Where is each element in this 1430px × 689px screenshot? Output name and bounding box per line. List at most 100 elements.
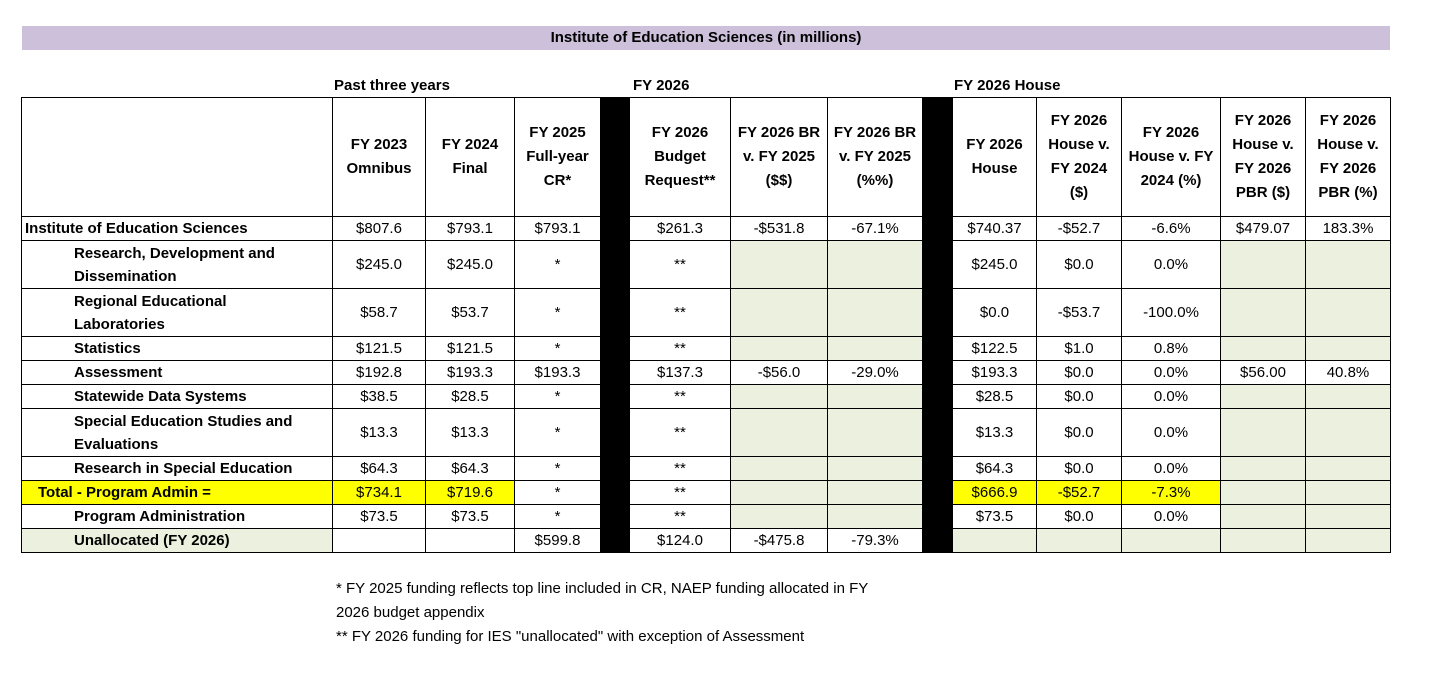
cell-br-v-dollars: [730, 336, 828, 361]
cell-br: **: [629, 288, 731, 337]
row-label: Assessment: [21, 360, 333, 385]
cell-house-vpbr-percent: [1305, 528, 1391, 553]
cell-fy2024: $793.1: [425, 216, 515, 241]
cell-house-vpbr-dollars: [1220, 408, 1306, 457]
header-blank: [21, 97, 333, 217]
table-row: Assessment $192.8 $193.3 $193.3 $137.3 -…: [21, 360, 1391, 385]
cell-br: $124.0: [629, 528, 731, 553]
cell-house-vpbr-percent: [1305, 504, 1391, 529]
header-br-vs-fy2025-percent: FY 2026 BR v. FY 2025 (%%): [827, 97, 923, 217]
footnote-line: * FY 2025 funding reflects top line incl…: [336, 580, 869, 597]
separator: [600, 456, 630, 481]
cell-house: $245.0: [952, 240, 1037, 289]
cell-br: **: [629, 336, 731, 361]
separator: [600, 384, 630, 409]
separator: [600, 97, 630, 217]
cell-house-v24-dollars: $0.0: [1036, 504, 1122, 529]
cell-fy2023: $13.3: [332, 408, 426, 457]
cell-br-v-dollars: [730, 480, 828, 505]
cell-br-v-percent: [827, 240, 923, 289]
cell-fy2025: $599.8: [514, 528, 601, 553]
row-label: Research, Development and Dissemination: [21, 240, 333, 289]
separator: [922, 97, 953, 217]
cell-fy2025: $193.3: [514, 360, 601, 385]
cell-house-vpbr-dollars: [1220, 504, 1306, 529]
cell-house-vpbr-percent: [1305, 408, 1391, 457]
separator: [600, 528, 630, 553]
cell-house-vpbr-dollars: [1220, 336, 1306, 361]
row-label: Program Administration: [21, 504, 333, 529]
cell-house: $28.5: [952, 384, 1037, 409]
header-house-vs-fy2024-percent: FY 2026 House v. FY 2024 (%): [1121, 97, 1221, 217]
cell-fy2023: $121.5: [332, 336, 426, 361]
cell-br-v-dollars: [730, 504, 828, 529]
cell-br-v-percent: [827, 336, 923, 361]
row-label: Statistics: [21, 336, 333, 361]
cell-house: $193.3: [952, 360, 1037, 385]
cell-house-v24-percent: -7.3%: [1121, 480, 1221, 505]
separator: [600, 216, 630, 241]
table-row: Program Administration $73.5 $73.5 * ** …: [21, 504, 1391, 529]
cell-house-vpbr-dollars: [1220, 240, 1306, 289]
cell-house-vpbr-percent: [1305, 288, 1391, 337]
separator: [922, 240, 953, 289]
header-budget-request: FY 2026 Budget Request**: [629, 97, 731, 217]
cell-br-v-percent: -67.1%: [827, 216, 923, 241]
cell-br-v-percent: [827, 480, 923, 505]
cell-br-v-dollars: -$531.8: [730, 216, 828, 241]
cell-house-v24-dollars: -$52.7: [1036, 216, 1122, 241]
cell-house-vpbr-percent: [1305, 336, 1391, 361]
cell-house-vpbr-percent: [1305, 480, 1391, 505]
cell-br-v-dollars: [730, 288, 828, 337]
cell-house-v24-percent: 0.8%: [1121, 336, 1221, 361]
header-house-vs-pbr-dollars: FY 2026 House v. FY 2026 PBR ($): [1220, 97, 1306, 217]
cell-br-v-percent: [827, 384, 923, 409]
cell-fy2023: $245.0: [332, 240, 426, 289]
cell-fy2024: $73.5: [425, 504, 515, 529]
table-row-total: Total - Program Admin = $734.1 $719.6 * …: [21, 480, 1391, 505]
row-label: Unallocated (FY 2026): [21, 528, 333, 553]
cell-house-v24-dollars: $0.0: [1036, 384, 1122, 409]
cell-house: $64.3: [952, 456, 1037, 481]
header-house: FY 2026 House: [952, 97, 1037, 217]
cell-house-vpbr-percent: [1305, 240, 1391, 289]
cell-br-v-dollars: [730, 408, 828, 457]
cell-br: **: [629, 240, 731, 289]
cell-house-v24-percent: 0.0%: [1121, 456, 1221, 481]
cell-house: $666.9: [952, 480, 1037, 505]
separator: [922, 480, 953, 505]
cell-fy2025: *: [514, 240, 601, 289]
cell-fy2024: $121.5: [425, 336, 515, 361]
cell-fy2024: $53.7: [425, 288, 515, 337]
cell-house: $73.5: [952, 504, 1037, 529]
cell-house-vpbr-dollars: $479.07: [1220, 216, 1306, 241]
table-row: Research in Special Education $64.3 $64.…: [21, 456, 1391, 481]
cell-fy2024: $245.0: [425, 240, 515, 289]
cell-br-v-dollars: [730, 384, 828, 409]
cell-house-v24-dollars: -$53.7: [1036, 288, 1122, 337]
cell-fy2024: $193.3: [425, 360, 515, 385]
separator: [922, 216, 953, 241]
header-house-vs-fy2024-dollars: FY 2026 House v. FY 2024 ($): [1036, 97, 1122, 217]
cell-br: **: [629, 456, 731, 481]
cell-house-v24-dollars: -$52.7: [1036, 480, 1122, 505]
cell-br: **: [629, 384, 731, 409]
cell-house: $122.5: [952, 336, 1037, 361]
cell-fy2023: [332, 528, 426, 553]
header-house-vs-pbr-percent: FY 2026 House v. FY 2026 PBR (%): [1305, 97, 1391, 217]
cell-house-vpbr-percent: 183.3%: [1305, 216, 1391, 241]
cell-fy2023: $38.5: [332, 384, 426, 409]
cell-br: $137.3: [629, 360, 731, 385]
header-fy2024: FY 2024 Final: [425, 97, 515, 217]
budget-table: FY 2023 Omnibus FY 2024 Final FY 2025 Full-…: [21, 97, 1391, 553]
table-row: Statistics $121.5 $121.5 * ** $122.5 $1.…: [21, 336, 1391, 361]
cell-house: $740.37: [952, 216, 1037, 241]
cell-fy2024: [425, 528, 515, 553]
table-row: Special Education Studies and Evaluations…: [21, 408, 1391, 457]
cell-house-vpbr-percent: [1305, 456, 1391, 481]
cell-house-v24-percent: -6.6%: [1121, 216, 1221, 241]
row-label: Institute of Education Sciences: [21, 216, 333, 241]
cell-fy2023: $64.3: [332, 456, 426, 481]
cell-br-v-percent: [827, 288, 923, 337]
separator: [922, 360, 953, 385]
